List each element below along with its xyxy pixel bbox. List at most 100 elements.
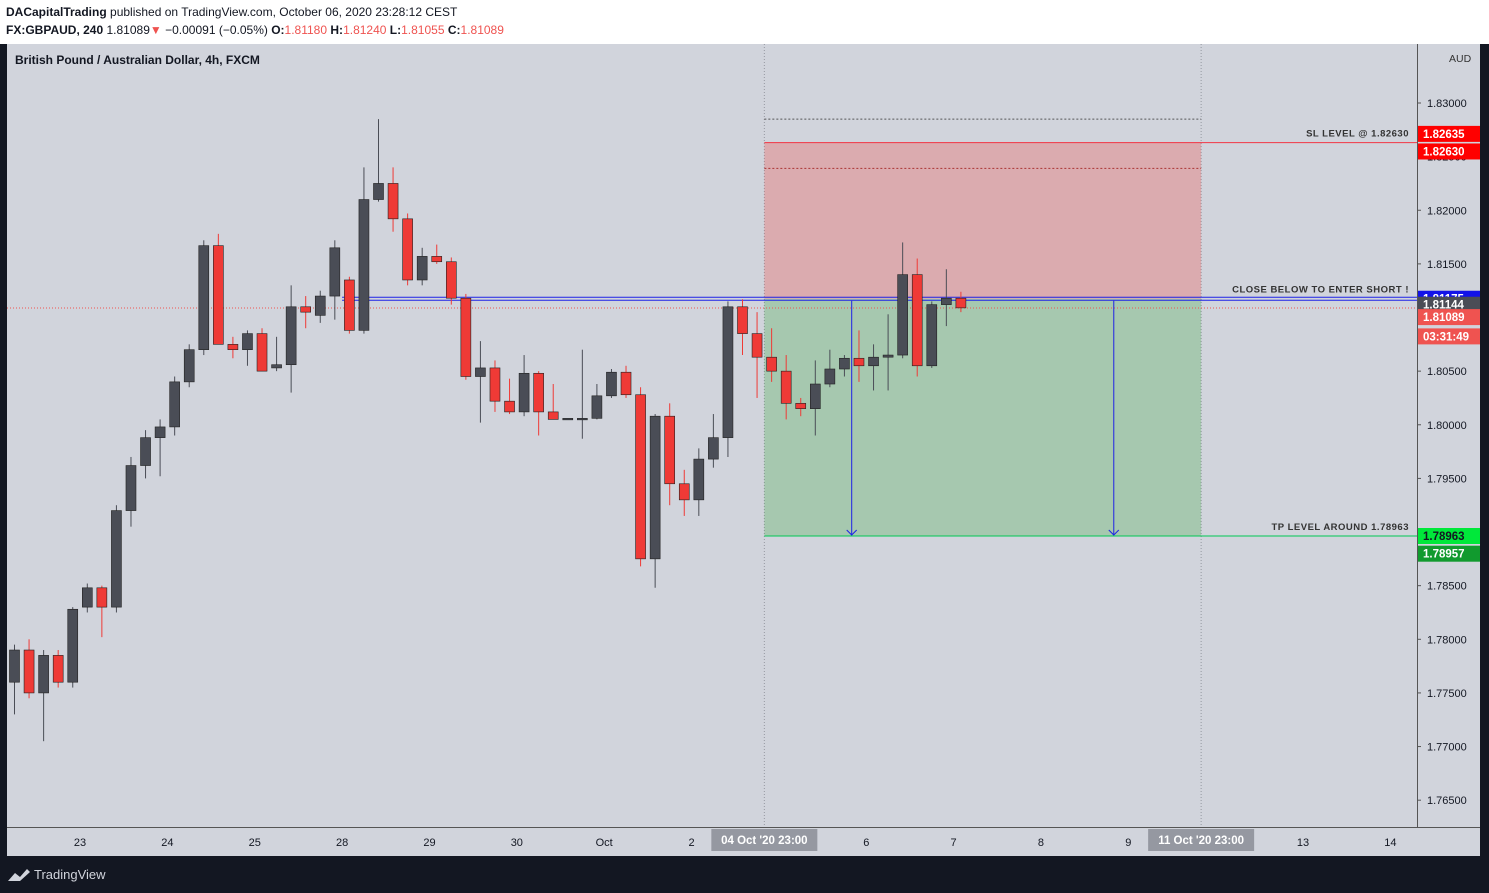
bullish-candle bbox=[562, 418, 574, 421]
bullish-candle bbox=[242, 333, 253, 350]
footer-bar: TradingView bbox=[0, 856, 1489, 893]
high-value: 1.81240 bbox=[343, 23, 387, 37]
last-price-tag-bg bbox=[1418, 309, 1480, 326]
bullish-candle bbox=[271, 364, 282, 369]
bearish-candle bbox=[387, 183, 399, 220]
prev-close-price-tag: 1.81144 bbox=[1423, 300, 1465, 312]
sl-price-tag-bg bbox=[1418, 143, 1480, 160]
bullish-candle bbox=[358, 199, 370, 331]
bullish-candle bbox=[67, 608, 79, 683]
bearish-candle bbox=[445, 261, 457, 299]
low-label: L: bbox=[389, 23, 402, 37]
bullish-candle bbox=[649, 415, 661, 560]
x-tick-label: 28 bbox=[336, 837, 348, 849]
x-tick-label: 7 bbox=[951, 837, 957, 849]
bearish-candle bbox=[52, 655, 64, 683]
bearish-candle bbox=[489, 367, 501, 402]
bearish-candle bbox=[664, 415, 676, 485]
time-highlight-label: 04 Oct '20 23:00 bbox=[721, 835, 808, 847]
plot-background bbox=[7, 44, 1417, 827]
x-tick-label: 6 bbox=[863, 837, 869, 849]
bullish-candle bbox=[693, 458, 705, 501]
y-tick-label: 1.78500 bbox=[1427, 581, 1467, 593]
bullish-candle bbox=[926, 304, 938, 367]
bullish-candle bbox=[708, 437, 719, 460]
open-label: O: bbox=[271, 23, 285, 37]
time-highlight-bg bbox=[1148, 829, 1255, 851]
x-tick-label: Oct bbox=[596, 837, 613, 849]
tp-label: TP LEVEL AROUND 1.78963 bbox=[1271, 522, 1409, 533]
brand-name[interactable]: TradingView bbox=[34, 867, 106, 882]
x-tick-label: 25 bbox=[249, 837, 261, 849]
bearish-candle bbox=[533, 372, 544, 413]
tradingview-logo-icon[interactable] bbox=[8, 869, 30, 881]
x-tick-label: 29 bbox=[423, 837, 435, 849]
bearish-candle bbox=[911, 274, 923, 367]
x-tick-label: 24 bbox=[161, 837, 173, 849]
bullish-candle bbox=[198, 245, 210, 350]
bearish-candle bbox=[23, 649, 35, 694]
chart-title: British Pound / Australian Dollar, 4h, F… bbox=[15, 53, 260, 67]
bearish-candle bbox=[635, 394, 646, 560]
sl-label: SL LEVEL @ 1.82630 bbox=[1306, 129, 1409, 140]
bullish-candle bbox=[606, 371, 617, 397]
bearish-candle bbox=[213, 245, 224, 345]
bearish-candle bbox=[955, 297, 967, 309]
down-arrow-icon: ▼ bbox=[149, 23, 162, 37]
close-value: 1.81089 bbox=[460, 23, 504, 37]
entry-label: CLOSE BELOW TO ENTER SHORT ! bbox=[1232, 285, 1409, 296]
bearish-candle bbox=[300, 306, 312, 313]
symbol-label: FX:GBPAUD, 240 bbox=[6, 23, 104, 37]
published-text: published on TradingView.com, October 06… bbox=[110, 5, 458, 19]
y-tick-label: 1.78000 bbox=[1427, 634, 1467, 646]
sl-price-tag: 1.82635 bbox=[1423, 129, 1465, 141]
price-scale-background bbox=[1417, 44, 1480, 827]
y-tick-label: 1.80000 bbox=[1427, 420, 1467, 432]
bullish-candle bbox=[518, 372, 530, 413]
bearish-candle bbox=[620, 371, 632, 396]
low-value: 1.81055 bbox=[401, 23, 445, 37]
arrowhead-icon bbox=[846, 529, 858, 536]
take-profit-zone bbox=[764, 298, 1202, 537]
bullish-candle bbox=[373, 183, 384, 200]
bullish-candle bbox=[329, 247, 341, 297]
x-tick-label: 23 bbox=[74, 837, 86, 849]
bearish-candle bbox=[751, 333, 763, 358]
last-price-tag: 1.81089 bbox=[1423, 312, 1465, 324]
bullish-candle bbox=[809, 383, 821, 409]
time-highlight-label: 11 Oct '20 23:00 bbox=[1158, 835, 1244, 847]
prev-close-price-tag-bg bbox=[1418, 296, 1480, 313]
x-tick-label: 14 bbox=[1384, 837, 1396, 849]
bullish-candle bbox=[314, 295, 326, 316]
y-tick-label: 1.82000 bbox=[1427, 205, 1467, 217]
bullish-candle bbox=[722, 306, 734, 438]
y-tick-label: 1.80500 bbox=[1427, 366, 1467, 378]
bearish-candle bbox=[460, 297, 472, 377]
tp-price-tag-bg bbox=[1418, 528, 1480, 545]
bullish-candle bbox=[416, 256, 428, 281]
high-label: H: bbox=[330, 23, 344, 37]
bearish-candle bbox=[547, 411, 559, 420]
bullish-candle bbox=[941, 297, 952, 305]
tp-price-tag: 1.78963 bbox=[1423, 531, 1465, 543]
y-tick-label: 1.76500 bbox=[1427, 795, 1467, 807]
time-highlight-bg bbox=[711, 829, 818, 851]
x-tick-label: 9 bbox=[1125, 837, 1131, 849]
bearish-candle bbox=[504, 400, 515, 413]
bullish-candle bbox=[154, 426, 166, 438]
currency-label: AUD bbox=[1449, 53, 1472, 65]
publisher-name[interactable]: DACapitalTrading bbox=[6, 5, 107, 19]
x-tick-label: 30 bbox=[511, 837, 523, 849]
bearish-candle bbox=[780, 370, 792, 404]
bullish-candle bbox=[125, 465, 137, 511]
bullish-candle bbox=[9, 649, 20, 683]
bar-countdown-tag-bg bbox=[1418, 328, 1480, 345]
price-chart[interactable]: SL LEVEL @ 1.82630 CLOSE BELOW TO ENTER S… bbox=[7, 44, 1480, 856]
bearish-candle bbox=[853, 357, 865, 367]
bearish-candle bbox=[431, 256, 443, 263]
bullish-candle bbox=[183, 349, 195, 383]
publication-info: DACapitalTrading published on TradingVie… bbox=[6, 5, 457, 19]
bar-countdown-tag: 03:31:49 bbox=[1423, 331, 1469, 343]
y-tick-label: 1.83000 bbox=[1427, 98, 1467, 110]
price-change: −0.00091 (−0.05%) bbox=[165, 23, 268, 37]
